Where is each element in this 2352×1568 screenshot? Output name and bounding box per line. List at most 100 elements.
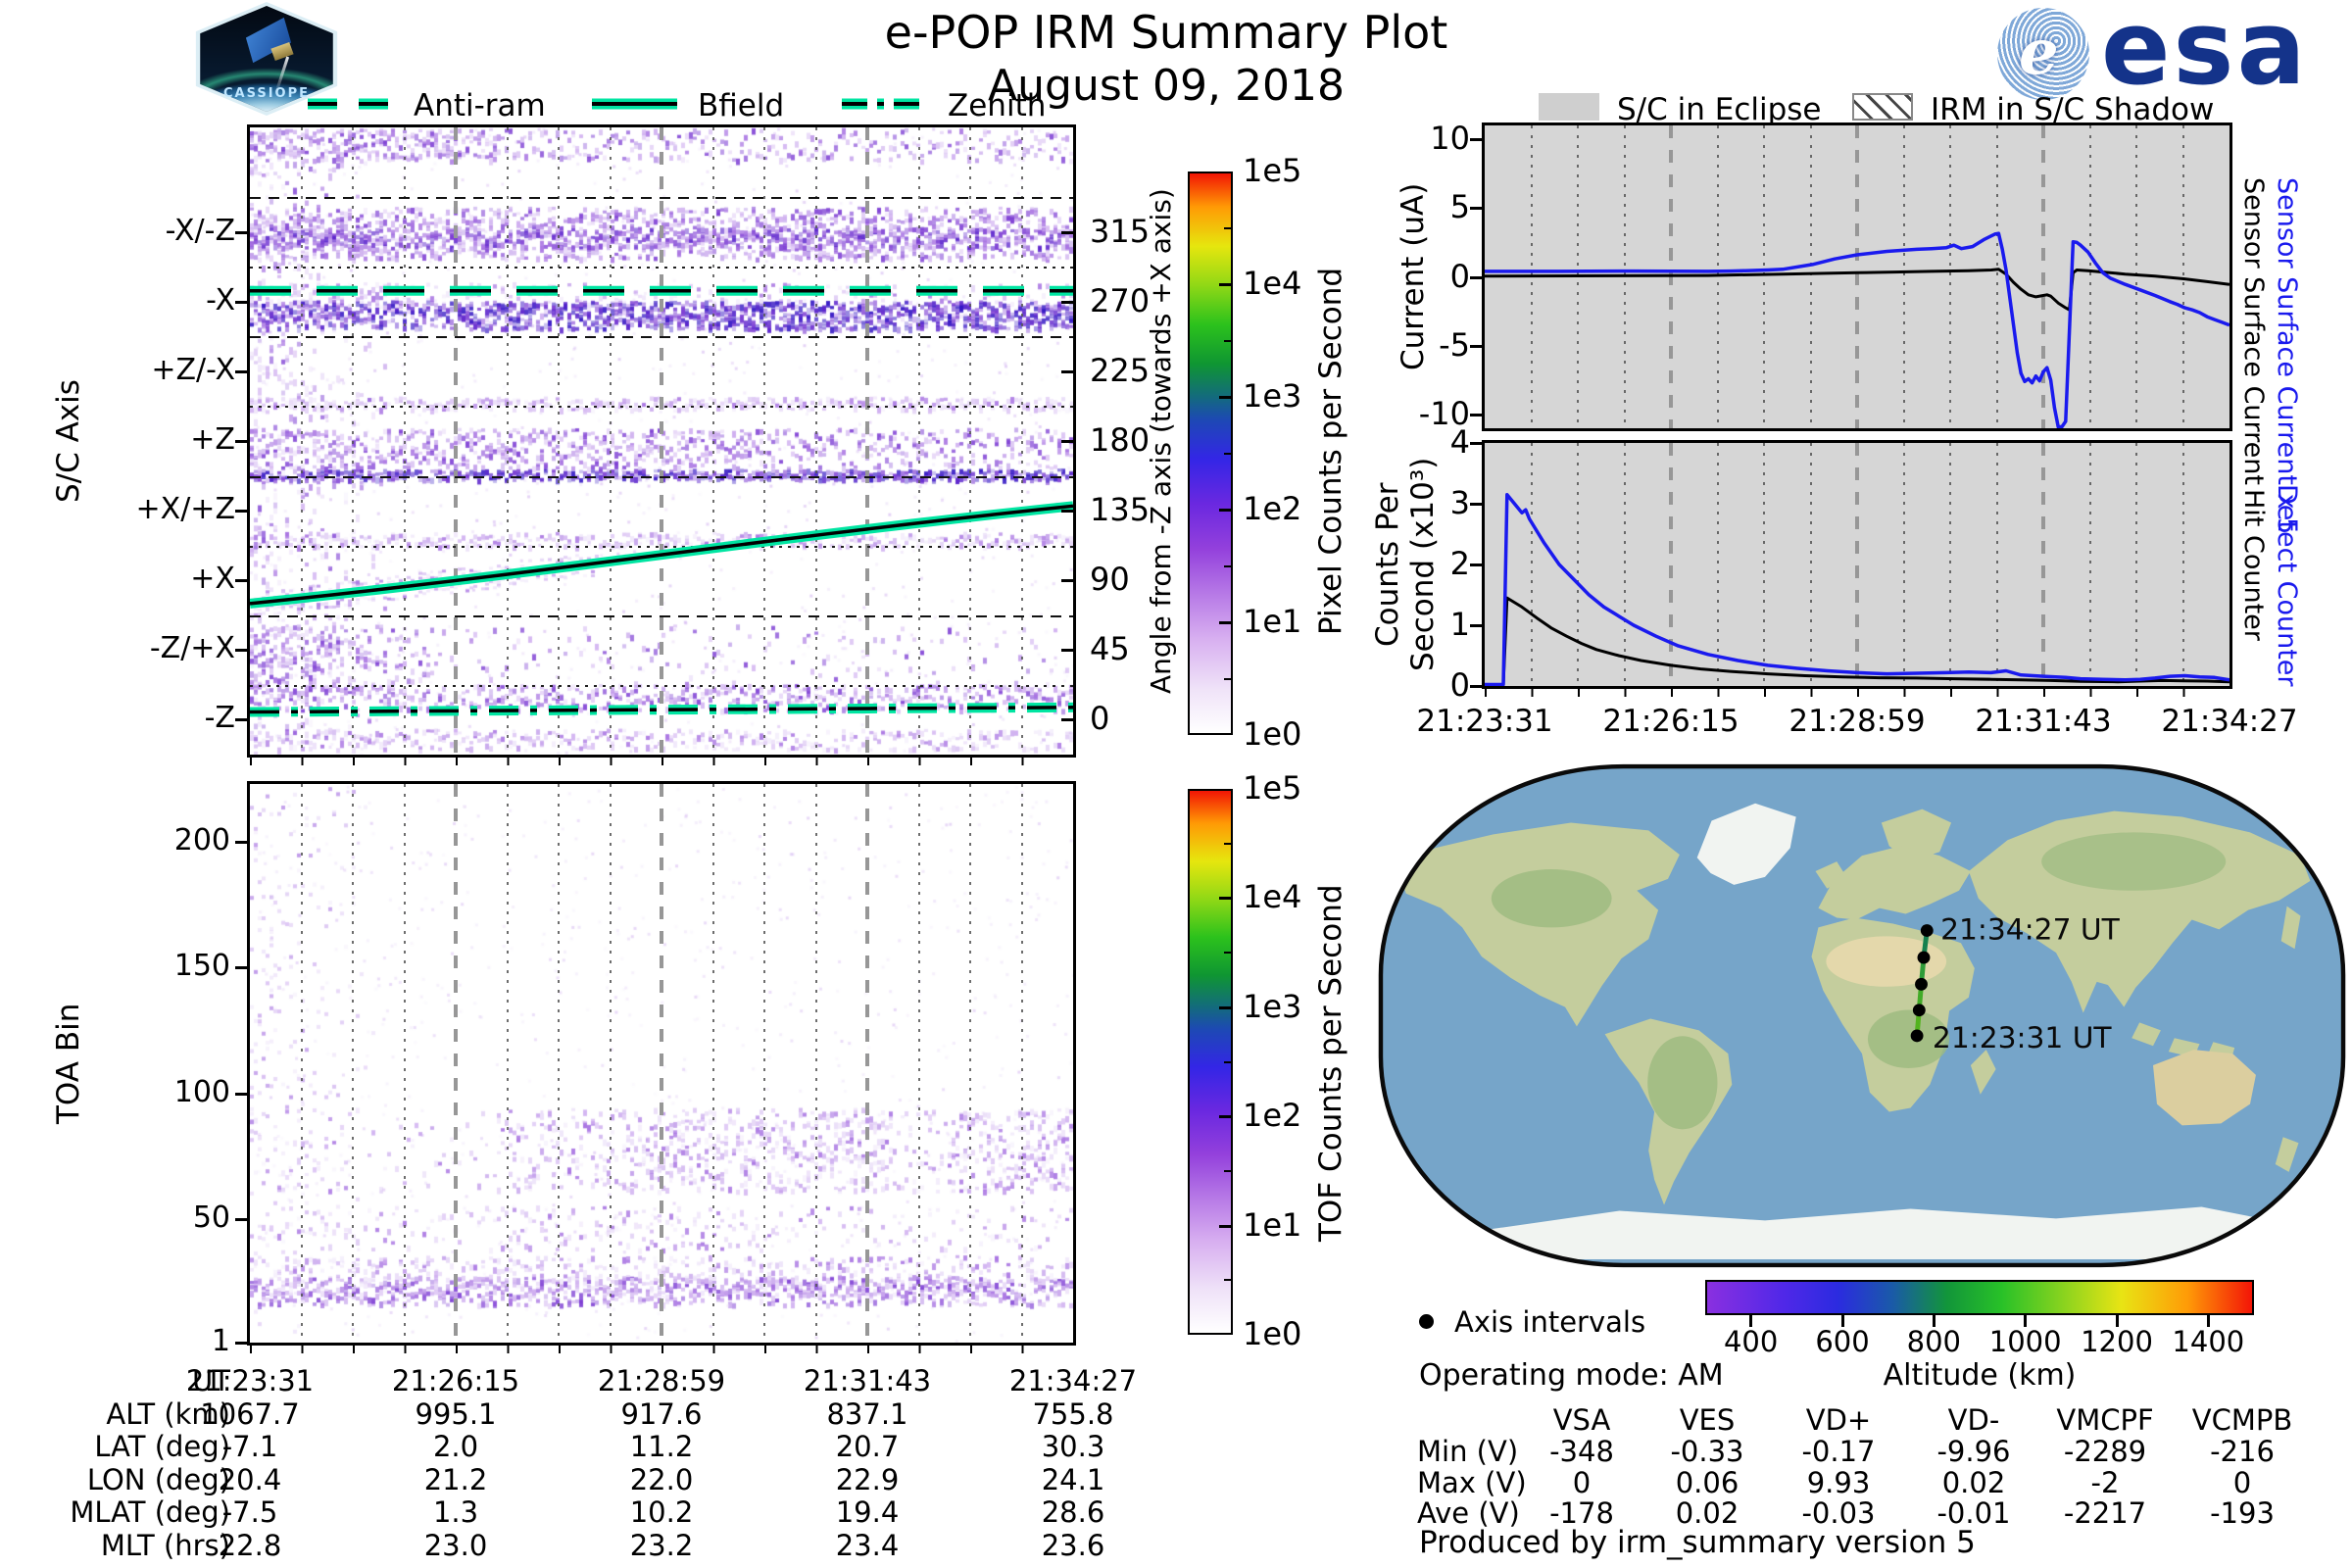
gridline-minor	[917, 127, 920, 755]
colorbar-minor-tick	[1224, 1279, 1231, 1282]
altitude-tick	[1932, 1315, 1936, 1327]
sc-axis-band-label: +Z	[190, 422, 235, 457]
toa-ylabel: TOA Bin	[51, 1003, 86, 1124]
voltage-value: -193	[2210, 1496, 2275, 1530]
colorbar-tick	[1219, 509, 1231, 512]
tof-counts-colorbar	[1188, 789, 1233, 1335]
ephemeris-value: 22.0	[629, 1462, 694, 1496]
counts-ytick-label: 4	[1449, 423, 1470, 461]
map-border	[1378, 763, 2346, 1268]
toa-spectrogram	[250, 784, 1073, 1343]
track-start-time-label: 21:23:31 UT	[1933, 1021, 2112, 1055]
angle-tick-label: 135	[1090, 491, 1151, 529]
gridline-minor	[403, 784, 406, 1343]
altitude-tick	[1749, 1315, 1753, 1327]
ephemeris-value: 2.0	[432, 1430, 479, 1464]
tof-counts-colorbar-label: TOF Counts per Second	[1313, 884, 1348, 1243]
sc-axis-right-axis-label: Angle from -Z axis (towards +X axis)	[1145, 188, 1177, 694]
band-separator-line	[250, 197, 1073, 200]
zenith-line-swatch	[842, 98, 927, 110]
series-detect-counter	[1485, 492, 2230, 686]
produced-by: Produced by irm_summary version 5	[1419, 1525, 1976, 1560]
voltage-value: -0.03	[1801, 1496, 1876, 1530]
sc-axis-band-label: -Z/+X	[149, 631, 235, 666]
sc-axis-band-tick	[235, 579, 248, 583]
colorbar-tick-label: 1e0	[1243, 715, 1302, 753]
right-time-label: 21:26:15	[1602, 704, 1740, 739]
ephemeris-row-label: LAT (deg)	[94, 1430, 230, 1464]
toa-ytick-label: 50	[192, 1200, 230, 1236]
voltage-value: -216	[2210, 1435, 2275, 1468]
colorbar-tick-label: 1e0	[1243, 1315, 1302, 1352]
sc-axis-overlay-lines	[250, 285, 1073, 717]
eclipse-legend-label: S/C in Eclipse	[1617, 92, 1822, 127]
toa-ytick	[235, 1218, 248, 1222]
colorbar-tick-label: 1e1	[1243, 1205, 1302, 1244]
colorbar-minor-tick	[1224, 564, 1231, 567]
operating-mode: Operating mode: AM	[1419, 1358, 1724, 1393]
counts-xticks	[1485, 689, 2230, 697]
gridline-minor	[1949, 443, 1951, 686]
esa-wordmark: esa	[2101, 0, 2309, 108]
counts-ytick	[1470, 685, 1482, 688]
gridline-minor	[1902, 125, 1905, 428]
track-point	[1920, 924, 1934, 937]
current-ytick	[1470, 275, 1482, 279]
gridline-minor	[506, 784, 509, 1343]
gridline-minor	[969, 784, 971, 1343]
ephemeris-value: 917.6	[620, 1396, 703, 1431]
angle-tick-label: 180	[1090, 421, 1151, 459]
colorbar-tick	[1219, 283, 1231, 286]
altitude-tick	[1840, 1315, 1844, 1327]
gridline-minor	[506, 127, 509, 755]
sc-axis-spectrogram	[250, 127, 1073, 755]
right-time-label: 21:31:43	[1975, 704, 2112, 739]
counts-ytick-label: 2	[1449, 545, 1470, 582]
gridline-minor	[2181, 443, 2184, 686]
track-end-time-label: 21:34:27 UT	[1940, 912, 2120, 947]
gridline-minor	[1809, 125, 1812, 428]
altitude-tick-label: 1400	[2172, 1325, 2245, 1358]
gridline-minor	[2088, 125, 2091, 428]
counts-ytick-label: 0	[1449, 666, 1470, 704]
ephemeris-value: 995.1	[415, 1396, 497, 1431]
toa-ytick	[235, 966, 248, 970]
colorbar-tick	[1219, 1005, 1231, 1009]
current-plot	[1485, 125, 2230, 428]
sc-axis-band-label: -X	[206, 282, 235, 318]
gridline-major	[2041, 443, 2045, 686]
band-separator-line	[250, 475, 1073, 478]
ephemeris-value: 11.2	[629, 1430, 694, 1464]
angle-tick-label: 0	[1090, 700, 1110, 738]
voltage-value: -9.96	[1936, 1435, 2011, 1468]
sc-axis-band-label: -Z	[204, 701, 235, 736]
band-separator-line	[250, 684, 1073, 687]
gridline-minor	[1577, 443, 1579, 686]
voltage-column-header: VSA	[1552, 1403, 1611, 1437]
colorbar-minor-tick	[1224, 842, 1231, 845]
right-time-label: 21:28:59	[1788, 704, 1926, 739]
sc-axis-band-tick	[235, 369, 248, 373]
gridline-minor	[300, 127, 303, 755]
counts-ytick	[1470, 442, 1482, 445]
axis-intervals-label: Axis intervals	[1454, 1305, 1646, 1339]
series-hit-counter	[1485, 596, 2230, 686]
toa-xticks	[250, 1346, 1073, 1353]
toa-ytick-label: 150	[173, 949, 230, 984]
sc-axis-band-label: +X/+Z	[135, 492, 235, 527]
esa-globe-icon: e	[1997, 8, 2089, 100]
gridline-minor	[403, 127, 406, 755]
toa-ytick	[235, 841, 248, 845]
colorbar-minor-tick	[1224, 677, 1231, 680]
colorbar-minor-tick	[1224, 1169, 1231, 1172]
sc-axis-band-tick	[235, 718, 248, 722]
gridline-major	[1855, 443, 1859, 686]
current-ytick-label: 5	[1449, 188, 1470, 226]
right-time-label: 21:34:27	[2161, 704, 2298, 739]
current-ytick	[1470, 138, 1482, 141]
toa-gridlines	[250, 784, 1073, 1343]
ephemeris-value: 22.9	[835, 1462, 900, 1496]
colorbar-tick	[1219, 621, 1231, 624]
voltage-column-header: VES	[1679, 1403, 1736, 1437]
band-separator-line	[250, 336, 1073, 339]
